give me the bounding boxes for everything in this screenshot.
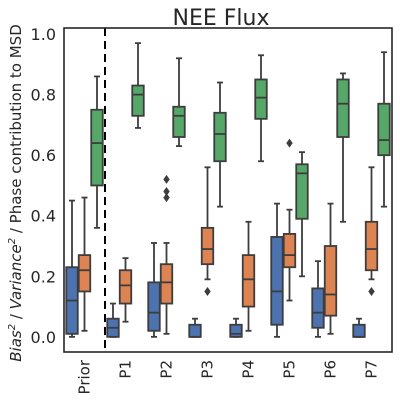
y-tick-label: 0.8: [31, 86, 56, 105]
box-plot: [213, 81, 227, 208]
box: [364, 220, 379, 272]
box-plot: [254, 54, 268, 163]
box-plot: [118, 257, 133, 323]
box: [336, 78, 350, 138]
box-plot: [352, 317, 366, 338]
box: [147, 281, 161, 332]
box: [282, 233, 297, 269]
box-plot: [364, 166, 379, 296]
x-tick-label: P4: [240, 360, 258, 379]
box-plot: [336, 72, 350, 223]
box: [377, 102, 391, 157]
outlier-point: [163, 187, 170, 197]
box: [188, 323, 202, 338]
box: [295, 163, 309, 220]
y-axis-ticks: 0.0 0.2 0.4 0.6 0.8 1.0: [31, 25, 56, 347]
outlier-point: [204, 286, 211, 296]
box: [213, 111, 227, 163]
box-plot: [295, 151, 309, 278]
box-plot: [311, 260, 325, 338]
box: [200, 226, 215, 266]
box-plot: [159, 174, 174, 335]
x-tick-label: P1: [117, 360, 135, 379]
box-plot: [172, 57, 186, 147]
y-tick-label: 0.0: [31, 328, 56, 347]
box: [172, 105, 186, 138]
outlier-point: [163, 174, 170, 184]
box: [270, 236, 284, 326]
x-tick-label: P3: [199, 360, 217, 379]
chart-title: NEE Flux: [173, 6, 270, 31]
y-tick-label: 1.0: [31, 25, 56, 44]
box: [159, 263, 174, 305]
x-tick-label: P6: [322, 360, 340, 379]
box: [352, 323, 366, 338]
x-tick-label: Prior: [76, 359, 94, 394]
x-tick-label: P2: [158, 360, 176, 379]
box-plot: [377, 51, 391, 208]
x-tick-label: P7: [363, 360, 381, 379]
y-tick-label: 0.6: [31, 146, 56, 165]
box-plot: [270, 202, 284, 338]
box-plot: [188, 317, 202, 338]
box-plot: [229, 317, 243, 338]
box-plot: [200, 166, 215, 296]
y-tick-label: 0.2: [31, 267, 56, 286]
y-axis-label: Bias2 / Variance2 / Phase contribution t…: [7, 24, 25, 362]
box-plot: [65, 199, 79, 338]
outlier-point: [286, 138, 293, 148]
box: [131, 84, 145, 117]
box: [90, 108, 104, 187]
plot-frame: [63, 27, 393, 353]
box: [118, 269, 133, 305]
box-plot: [147, 242, 161, 338]
x-tick-label: P5: [281, 360, 299, 379]
box-plot: [77, 196, 92, 332]
x-axis-ticks: Prior P1 P2 P3 P4 P5 P6 P7: [76, 359, 381, 394]
box: [229, 323, 243, 338]
plot-content: [65, 42, 391, 338]
outlier-point: [163, 193, 170, 203]
box: [311, 287, 325, 329]
box-plot: [106, 302, 120, 338]
outlier-point: [368, 286, 375, 296]
box-plot: [323, 202, 338, 335]
box: [77, 254, 92, 293]
y-tick-label: 0.4: [31, 207, 56, 226]
box: [254, 78, 268, 120]
box: [323, 245, 338, 317]
box: [241, 254, 256, 308]
box-plot: [131, 42, 145, 129]
box-plot: [90, 75, 104, 229]
box-plot: [282, 138, 297, 302]
box-plot: [241, 220, 256, 332]
